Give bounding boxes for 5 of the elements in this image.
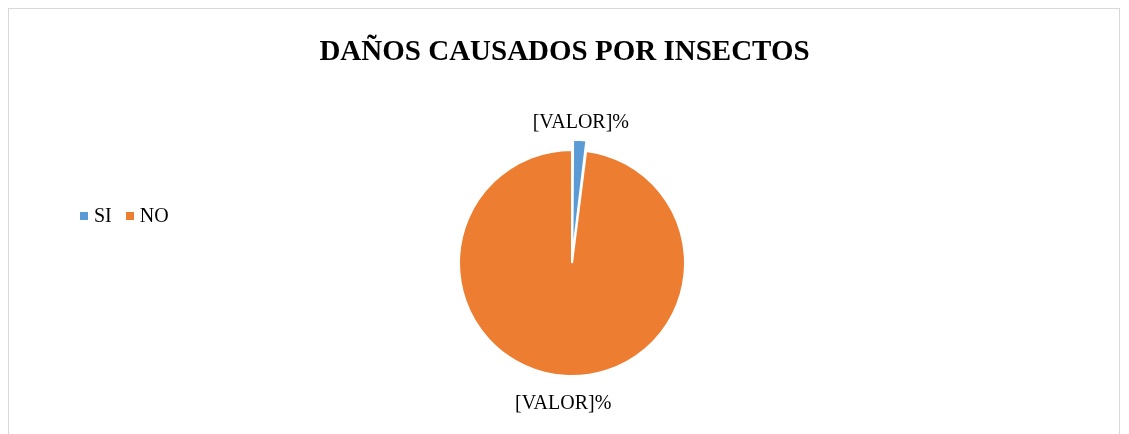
legend-label: NO (139, 204, 169, 227)
legend-label: SI (94, 204, 112, 227)
data-label: [VALOR]% (515, 390, 612, 413)
data-label: [VALOR]% (532, 109, 629, 132)
chart-title: DAÑOS CAUSADOS POR INSECTOS (318, 34, 811, 67)
